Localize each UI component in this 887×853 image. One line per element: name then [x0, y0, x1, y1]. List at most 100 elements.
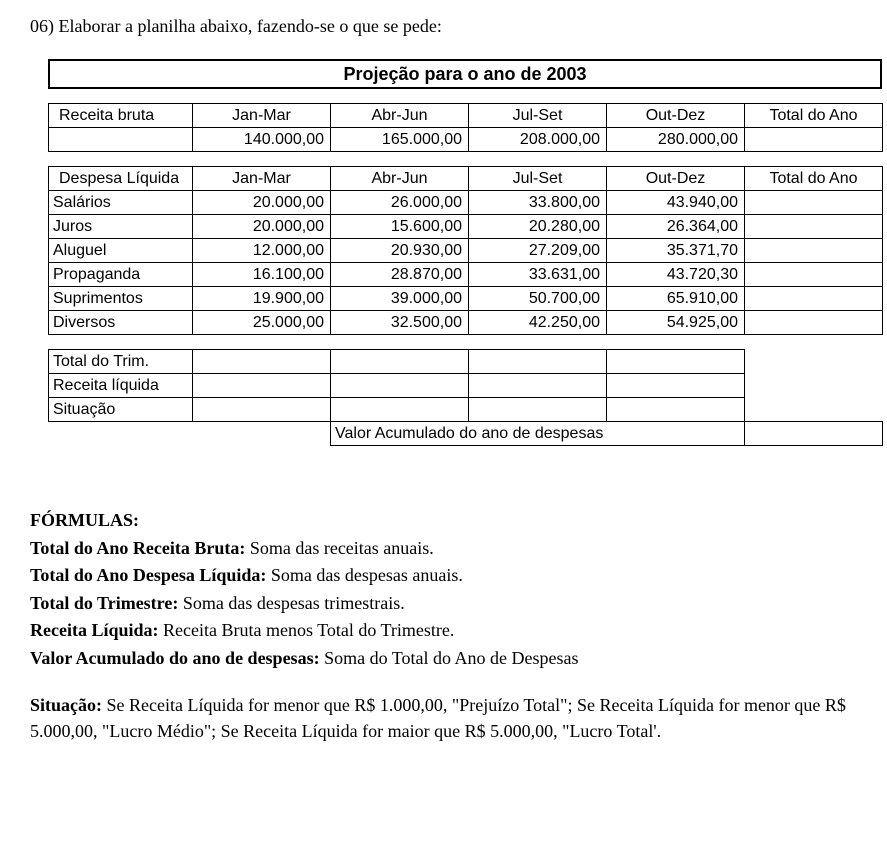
col-jan-mar: Jan-Mar [193, 167, 331, 191]
col-jan-mar: Jan-Mar [193, 104, 331, 128]
despesa-liquida-label: Despesa Líquida [49, 167, 193, 191]
total-trim-row: Total do Trim. [49, 350, 883, 374]
summary-table: Total do Trim. Receita líquida Situação [48, 349, 883, 446]
despesa-label: Juros [49, 215, 193, 239]
col-abr-jun: Abr-Jun [331, 104, 469, 128]
situacao-total [745, 398, 883, 422]
despesa-total [745, 191, 883, 215]
formula-item-label: Receita Líquida: [30, 620, 159, 640]
formula-item: Total do Trimestre: Soma das despesas tr… [30, 591, 857, 617]
despesa-q1: 12.000,00 [193, 239, 331, 263]
despesa-q3: 33.800,00 [469, 191, 607, 215]
despesa-header-row: Despesa Líquida Jan-Mar Abr-Jun Jul-Set … [49, 167, 883, 191]
despesa-row: Propaganda16.100,0028.870,0033.631,0043.… [49, 263, 883, 287]
receita-q4: 280.000,00 [607, 128, 745, 152]
formula-item-text: Soma das receitas anuais. [245, 538, 433, 558]
despesa-table: Despesa Líquida Jan-Mar Abr-Jun Jul-Set … [48, 166, 883, 335]
receita-liquida-q3 [469, 374, 607, 398]
situacao-label: Situação [49, 398, 193, 422]
formula-item-label: Total do Trimestre: [30, 593, 178, 613]
despesa-q3: 33.631,00 [469, 263, 607, 287]
situacao-q1 [193, 398, 331, 422]
formula-item-label: Total do Ano Despesa Líquida: [30, 565, 266, 585]
total-trim-total [745, 350, 883, 374]
receita-liquida-row: Receita líquida [49, 374, 883, 398]
despesa-q3: 42.250,00 [469, 311, 607, 335]
formula-item-label: Total do Ano Receita Bruta: [30, 538, 245, 558]
situacao-formula-label: Situação: [30, 695, 102, 715]
col-jul-set: Jul-Set [469, 104, 607, 128]
despesa-label: Salários [49, 191, 193, 215]
despesa-q2: 15.600,00 [331, 215, 469, 239]
receita-q1: 140.000,00 [193, 128, 331, 152]
despesa-q4: 43.720,30 [607, 263, 745, 287]
total-trim-label: Total do Trim. [49, 350, 193, 374]
formulas-heading: FÓRMULAS: [30, 508, 857, 534]
despesa-q4: 65.910,00 [607, 287, 745, 311]
despesa-q1: 20.000,00 [193, 191, 331, 215]
receita-total [745, 128, 883, 152]
receita-bruta-label: Receita bruta [49, 104, 193, 128]
despesa-label: Aluguel [49, 239, 193, 263]
col-total-ano: Total do Ano [745, 167, 883, 191]
despesa-total [745, 287, 883, 311]
despesa-total [745, 263, 883, 287]
despesa-q2: 26.000,00 [331, 191, 469, 215]
total-trim-q1 [193, 350, 331, 374]
formula-item-text: Soma das despesas anuais. [266, 565, 462, 585]
despesa-q1: 16.100,00 [193, 263, 331, 287]
valor-acumulado-label: Valor Acumulado do ano de despesas [331, 422, 745, 446]
despesa-q1: 20.000,00 [193, 215, 331, 239]
valor-acumulado-cell [745, 422, 883, 446]
despesa-label: Suprimentos [49, 287, 193, 311]
spreadsheet-area: Projeção para o ano de 2003 Receita brut… [30, 59, 857, 446]
despesa-total [745, 311, 883, 335]
receita-liquida-total [745, 374, 883, 398]
total-trim-q3 [469, 350, 607, 374]
despesa-q4: 43.940,00 [607, 191, 745, 215]
despesa-row: Diversos25.000,0032.500,0042.250,0054.92… [49, 311, 883, 335]
question-text: 06) Elaborar a planilha abaixo, fazendo-… [30, 16, 857, 37]
col-abr-jun: Abr-Jun [331, 167, 469, 191]
despesa-row: Salários20.000,0026.000,0033.800,0043.94… [49, 191, 883, 215]
despesa-q2: 28.870,00 [331, 263, 469, 287]
receita-header-row: Receita bruta Jan-Mar Abr-Jun Jul-Set Ou… [49, 104, 883, 128]
despesa-row: Suprimentos19.900,0039.000,0050.700,0065… [49, 287, 883, 311]
despesa-q3: 50.700,00 [469, 287, 607, 311]
despesa-q1: 19.900,00 [193, 287, 331, 311]
formulas-section: FÓRMULAS: Total do Ano Receita Bruta: So… [30, 508, 857, 744]
valor-acumulado-row: Valor Acumulado do ano de despesas [49, 422, 883, 446]
projection-title: Projeção para o ano de 2003 [49, 60, 881, 88]
col-jul-set: Jul-Set [469, 167, 607, 191]
receita-liquida-q2 [331, 374, 469, 398]
formula-item: Valor Acumulado do ano de despesas: Soma… [30, 646, 857, 672]
col-out-dez: Out-Dez [607, 104, 745, 128]
situacao-q4 [607, 398, 745, 422]
total-trim-q2 [331, 350, 469, 374]
situacao-q2 [331, 398, 469, 422]
receita-liquida-q1 [193, 374, 331, 398]
despesa-q1: 25.000,00 [193, 311, 331, 335]
formula-item-label: Valor Acumulado do ano de despesas: [30, 648, 320, 668]
col-out-dez: Out-Dez [607, 167, 745, 191]
formula-item-text: Receita Bruta menos Total do Trimestre. [159, 620, 455, 640]
despesa-total [745, 239, 883, 263]
formula-item-text: Soma das despesas trimestrais. [178, 593, 404, 613]
despesa-row: Juros20.000,0015.600,0020.280,0026.364,0… [49, 215, 883, 239]
receita-q3: 208.000,00 [469, 128, 607, 152]
formula-item-text: Soma do Total do Ano de Despesas [320, 648, 579, 668]
despesa-q2: 39.000,00 [331, 287, 469, 311]
despesa-label: Propaganda [49, 263, 193, 287]
situacao-q3 [469, 398, 607, 422]
despesa-q3: 27.209,00 [469, 239, 607, 263]
despesa-total [745, 215, 883, 239]
formula-item: Total do Ano Despesa Líquida: Soma das d… [30, 563, 857, 589]
despesa-q3: 20.280,00 [469, 215, 607, 239]
situacao-formula: Situação: Se Receita Líquida for menor q… [30, 693, 857, 744]
receita-q2: 165.000,00 [331, 128, 469, 152]
despesa-q2: 20.930,00 [331, 239, 469, 263]
receita-liquida-label: Receita líquida [49, 374, 193, 398]
despesa-q4: 26.364,00 [607, 215, 745, 239]
formula-item: Total do Ano Receita Bruta: Soma das rec… [30, 536, 857, 562]
despesa-q2: 32.500,00 [331, 311, 469, 335]
